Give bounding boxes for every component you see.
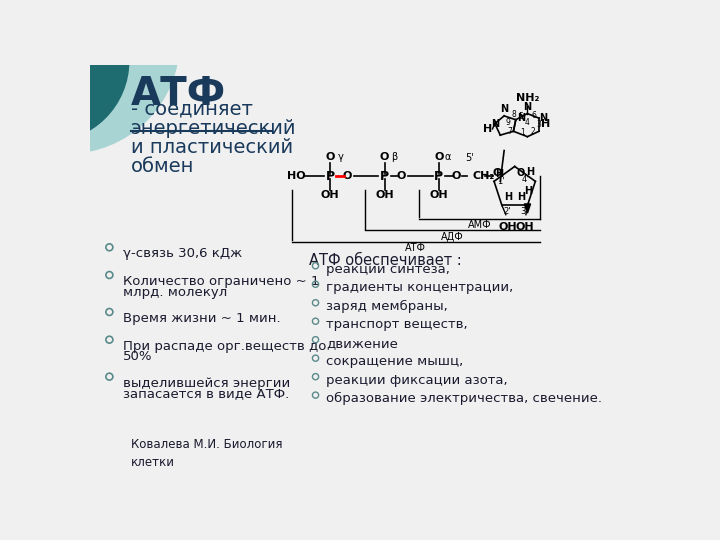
Text: движение: движение xyxy=(326,336,398,349)
Circle shape xyxy=(0,0,129,142)
Text: 5': 5' xyxy=(465,153,474,164)
Text: OH: OH xyxy=(515,222,534,232)
Text: Количество ограничено ~ 1: Количество ограничено ~ 1 xyxy=(122,275,319,288)
Text: 1': 1' xyxy=(498,177,505,186)
Text: транспорт веществ,: транспорт веществ, xyxy=(326,318,468,331)
Text: 3': 3' xyxy=(520,207,528,216)
Text: заряд мембраны,: заряд мембраны, xyxy=(326,300,448,313)
Text: H: H xyxy=(483,124,492,134)
Polygon shape xyxy=(524,204,531,213)
Text: образование электричества, свечение.: образование электричества, свечение. xyxy=(326,392,603,405)
Text: H: H xyxy=(495,169,504,179)
Text: обмен: обмен xyxy=(131,157,194,176)
Text: реакции синтеза,: реакции синтеза, xyxy=(326,262,450,276)
Text: OH: OH xyxy=(499,222,518,232)
Text: 2': 2' xyxy=(503,207,511,216)
Text: 4': 4' xyxy=(521,176,529,184)
Text: H: H xyxy=(526,167,534,178)
Text: 7: 7 xyxy=(507,127,512,136)
Text: OH: OH xyxy=(429,190,448,200)
Text: H: H xyxy=(504,192,513,201)
Text: АТФ: АТФ xyxy=(131,75,226,113)
Text: 50%: 50% xyxy=(122,350,152,363)
Text: O: O xyxy=(325,152,335,162)
Text: 8: 8 xyxy=(511,110,516,119)
Text: 2: 2 xyxy=(531,127,535,136)
Text: При распаде орг.веществ до: При распаде орг.веществ до xyxy=(122,340,326,353)
Circle shape xyxy=(0,0,179,153)
Text: N: N xyxy=(491,119,499,129)
Text: Ковалева М.И. Биология
клетки: Ковалева М.И. Биология клетки xyxy=(131,438,282,469)
Text: 1: 1 xyxy=(521,129,525,137)
Text: HO: HO xyxy=(287,172,305,181)
Text: 9: 9 xyxy=(505,118,510,127)
Text: и пластический: и пластический xyxy=(131,138,293,157)
Text: α: α xyxy=(445,152,451,162)
Text: Время жизни ~ 1 мин.: Время жизни ~ 1 мин. xyxy=(122,312,280,325)
Text: АДФ: АДФ xyxy=(441,232,464,242)
Text: NH₂: NH₂ xyxy=(516,93,539,103)
Text: АМФ: АМФ xyxy=(468,220,492,231)
Text: сокращение мышц,: сокращение мышц, xyxy=(326,355,464,368)
Text: N: N xyxy=(523,102,531,112)
Text: OH: OH xyxy=(321,190,340,200)
Text: O: O xyxy=(380,152,390,162)
Text: P: P xyxy=(434,170,444,183)
Text: OH: OH xyxy=(375,190,394,200)
Text: запасается в виде АТФ.: запасается в виде АТФ. xyxy=(122,387,289,401)
Text: CH₂: CH₂ xyxy=(473,172,495,181)
Text: выделившейся энергии: выделившейся энергии xyxy=(122,377,289,390)
Text: N: N xyxy=(539,113,547,123)
Text: O: O xyxy=(343,172,352,181)
Text: N: N xyxy=(500,104,508,114)
Text: млрд. молекул: млрд. молекул xyxy=(122,286,227,299)
Text: реакции фиксации азота,: реакции фиксации азота, xyxy=(326,374,508,387)
Text: АТФ обеспечивает :: АТФ обеспечивает : xyxy=(310,253,462,268)
Text: H: H xyxy=(517,192,525,201)
Text: β: β xyxy=(391,152,397,162)
Text: H: H xyxy=(541,119,551,130)
Text: - соединяет: - соединяет xyxy=(131,99,253,118)
Text: O: O xyxy=(492,168,502,178)
Text: γ-связь 30,6 кДж: γ-связь 30,6 кДж xyxy=(122,247,242,260)
Text: O: O xyxy=(451,172,461,181)
Text: энергетический: энергетический xyxy=(131,119,297,138)
Text: N: N xyxy=(517,113,526,123)
Text: O: O xyxy=(516,168,524,178)
Text: O: O xyxy=(434,152,444,162)
Text: 5: 5 xyxy=(518,112,523,121)
Text: P: P xyxy=(380,170,389,183)
Text: градиенты концентрации,: градиенты концентрации, xyxy=(326,281,513,294)
Text: γ: γ xyxy=(338,152,344,162)
Text: H: H xyxy=(524,186,532,196)
Text: P: P xyxy=(325,170,335,183)
Text: 6: 6 xyxy=(531,111,536,120)
Text: АТФ: АТФ xyxy=(405,244,426,253)
Text: O: O xyxy=(397,172,406,181)
Text: 4: 4 xyxy=(525,118,530,126)
Text: 3: 3 xyxy=(536,120,541,129)
